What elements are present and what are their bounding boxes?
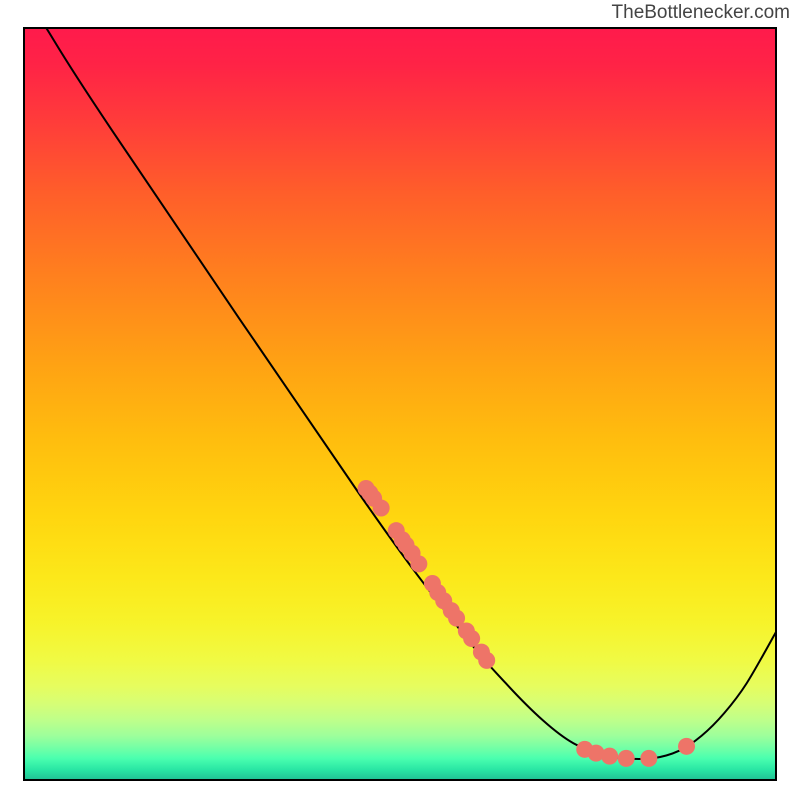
- bottleneck-chart: TheBottlenecker.com: [0, 0, 800, 800]
- chart-svg: [23, 27, 777, 781]
- data-marker: [373, 500, 390, 517]
- plot-background: [23, 27, 777, 781]
- attribution-label: TheBottlenecker.com: [612, 2, 790, 24]
- data-marker: [640, 750, 657, 767]
- data-marker: [618, 750, 635, 767]
- plot-area: [23, 27, 777, 781]
- data-marker: [678, 738, 695, 755]
- data-marker: [478, 652, 495, 669]
- data-marker: [410, 555, 427, 572]
- data-marker: [463, 630, 480, 647]
- data-marker: [601, 748, 618, 765]
